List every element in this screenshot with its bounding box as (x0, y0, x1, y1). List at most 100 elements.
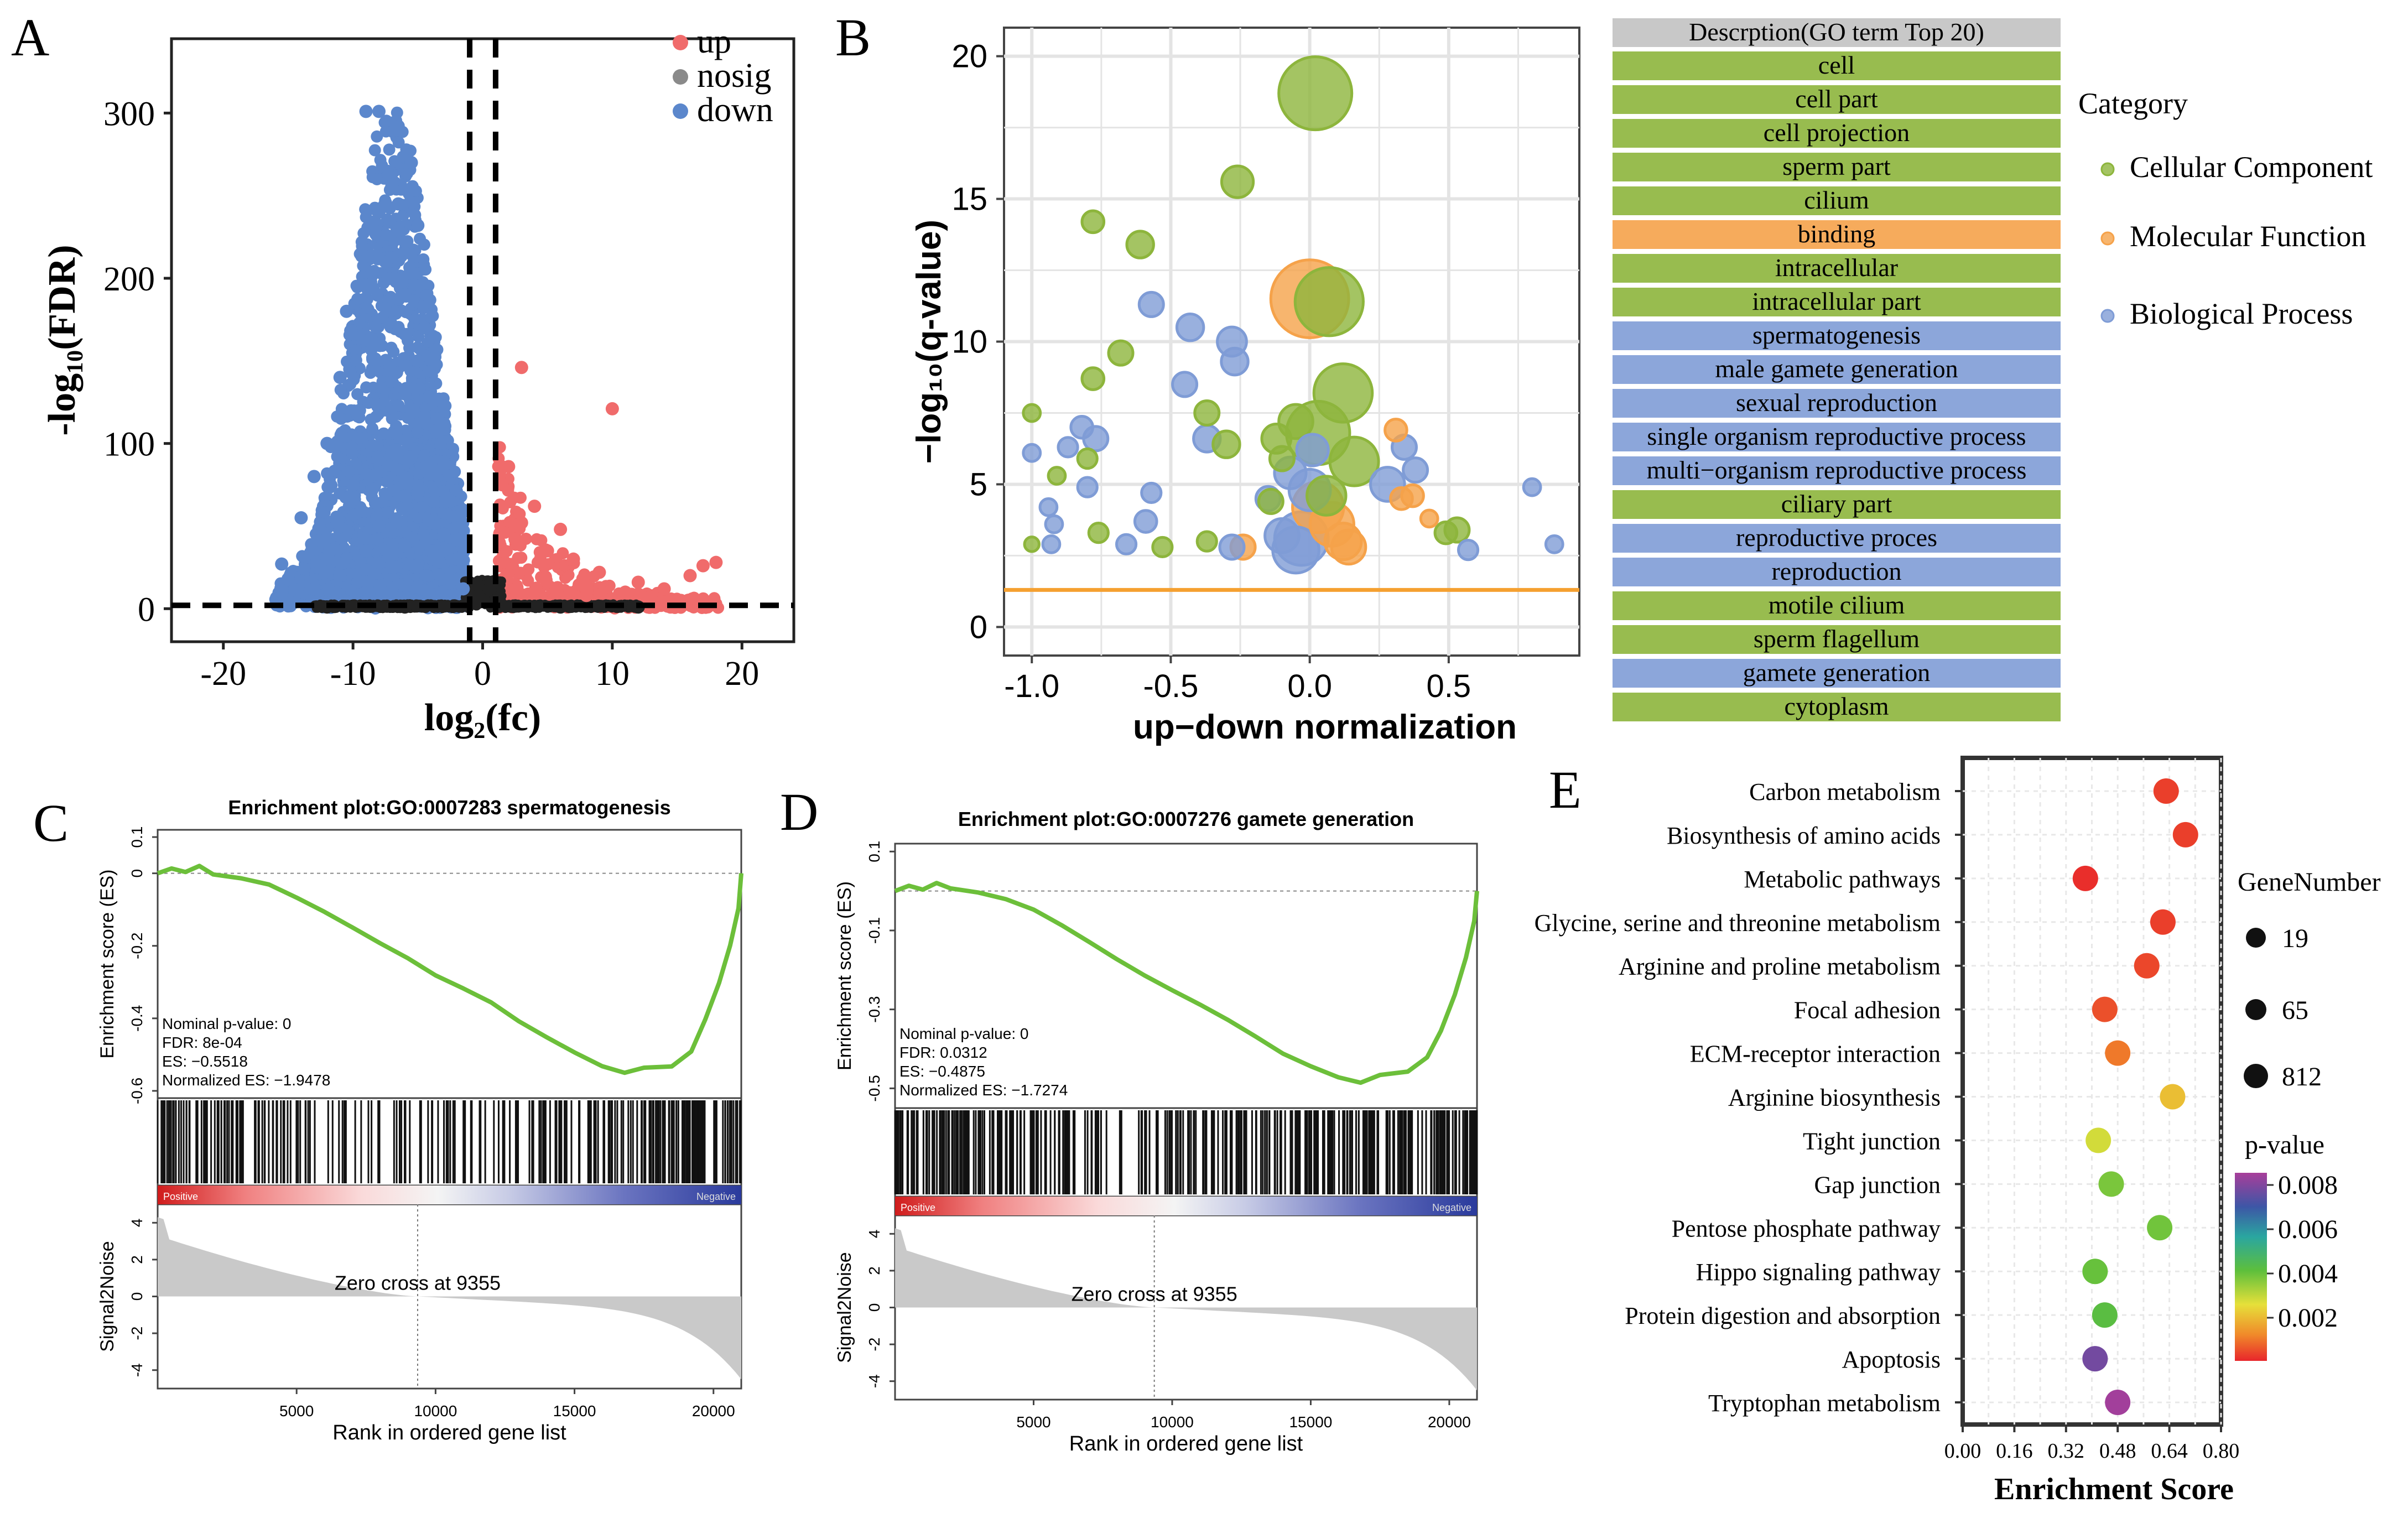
down-point (392, 136, 405, 149)
panel-c-s2n-axis-label: Signal2Noise (97, 1241, 118, 1351)
panel-b-ytick-label: 10 (951, 324, 987, 360)
panel-b-bubble (1076, 447, 1099, 470)
go-term-label: ciliary part (1781, 490, 1892, 518)
panel-d-zero-cross-label: Zero cross at 9355 (1072, 1283, 1237, 1306)
down-point (409, 209, 422, 221)
panel-b-xtick-label: 0.5 (1427, 668, 1471, 704)
down-point (384, 216, 397, 229)
panel-a-down-point (320, 436, 334, 450)
panel-a-nosig-point (482, 582, 496, 596)
panel-a-plot-frame (170, 37, 795, 643)
down-point (322, 480, 335, 493)
panel-letter-d: D (780, 782, 818, 841)
go-term-label: cell projection (1764, 118, 1910, 147)
go-term-label: motile cilium (1769, 591, 1905, 619)
panel-d-xtick-label: 20000 (1428, 1413, 1471, 1431)
down-point (371, 173, 383, 185)
panel-a-down-point (456, 582, 470, 596)
down-point (350, 279, 363, 292)
panel-b-bubble (1044, 514, 1064, 534)
panel-c-s2n-ytick-label: -2 (128, 1327, 145, 1340)
down-point (417, 528, 430, 541)
down-point (404, 559, 417, 571)
panel-b-bubbles (1022, 55, 1564, 575)
down-point (388, 124, 401, 137)
panel-d-positive-label: Positive (901, 1202, 935, 1213)
down-point (353, 432, 366, 444)
down-point (345, 488, 357, 501)
down-point (422, 279, 435, 292)
down-point (403, 268, 415, 280)
panel-c-es-ytick-label: 0 (128, 869, 145, 878)
up-point (519, 532, 532, 545)
panel-d-s2n-area (895, 1228, 1477, 1391)
panel-a-down-point (398, 539, 412, 553)
down-point (345, 324, 358, 337)
down-point (396, 180, 408, 193)
go-term-row (1613, 288, 2061, 316)
panel-c-zero-cross-label: Zero cross at 9355 (335, 1272, 501, 1295)
go-term-row (1613, 423, 2061, 451)
down-point (399, 306, 412, 319)
go-term-row (1613, 490, 2061, 519)
panel-b-ytick-label: 15 (951, 181, 987, 217)
down-point (422, 514, 435, 527)
panel-c-es-axis-label: Enrichment score (ES) (97, 870, 118, 1059)
panel-b-bubble (1263, 517, 1301, 554)
panel-e-xtick-label: 0.16 (1996, 1439, 2033, 1463)
panel-b-bubble (1384, 418, 1408, 443)
panel-a-up-point (508, 532, 522, 546)
panel-c-stat-line: ES: −0.5518 (162, 1053, 248, 1070)
down-point (409, 581, 422, 594)
down-point (401, 167, 413, 180)
panel-b-bubble (1069, 414, 1094, 440)
panel-b-bubble (1151, 536, 1174, 559)
panel-a-series-up (495, 361, 723, 602)
go-term-row (1613, 693, 2061, 721)
down-point (354, 554, 367, 567)
panel-d-stat-line: Nominal p-value: 0 (899, 1025, 1028, 1042)
down-point (314, 516, 326, 528)
down-point (430, 424, 442, 437)
panel-e-dot (2082, 1259, 2108, 1285)
panel-e-dot (2105, 1040, 2131, 1066)
down-point (342, 524, 355, 537)
panel-a-down-point (437, 527, 451, 541)
down-point (334, 383, 347, 396)
panel-a-y-axis-label: -log₁₀(FDR) (41, 245, 84, 435)
panel-a-down-point (398, 288, 412, 301)
up-point (688, 592, 700, 605)
panel-a-down-point (385, 179, 399, 193)
down-point (382, 168, 394, 181)
panel-a-up-point (592, 565, 606, 579)
panel-c-s2n-ytick-label: 2 (128, 1255, 145, 1264)
go-term-row (1613, 625, 2061, 654)
panel-a-up-point (554, 522, 568, 536)
panel-e-category-label: Protein digestion and absorption (1625, 1302, 1941, 1329)
go-term-label: cytoplasm (1784, 692, 1889, 720)
go-term-label: sperm part (1782, 152, 1891, 180)
down-point (344, 366, 357, 379)
panel-b-bubble (1193, 399, 1221, 427)
down-point (418, 238, 430, 251)
down-point (358, 575, 371, 588)
panel-e-xtick-label: 0.48 (2099, 1439, 2136, 1463)
down-point (424, 587, 436, 600)
panel-a-up-point (657, 582, 671, 596)
panel-a-point-cloud (269, 106, 725, 615)
down-point (356, 240, 368, 252)
panel-b-ytick-label: 0 (970, 609, 987, 645)
down-point (376, 311, 389, 324)
panel-d-xtick-label: 15000 (1289, 1413, 1332, 1431)
panel-e-category-label: ECM-receptor interaction (1690, 1041, 1941, 1068)
panel-b-legend-swatch (2100, 309, 2115, 323)
panel-a-down-point (411, 354, 425, 368)
panel-a-down-point (307, 470, 321, 484)
panel-b-bubble (1312, 362, 1374, 424)
panel-b-bubble (1218, 533, 1246, 561)
down-point (414, 382, 426, 395)
down-point (298, 563, 311, 575)
down-point (351, 388, 364, 401)
down-point (337, 451, 349, 464)
go-term-label: male gamete generation (1715, 355, 1958, 383)
